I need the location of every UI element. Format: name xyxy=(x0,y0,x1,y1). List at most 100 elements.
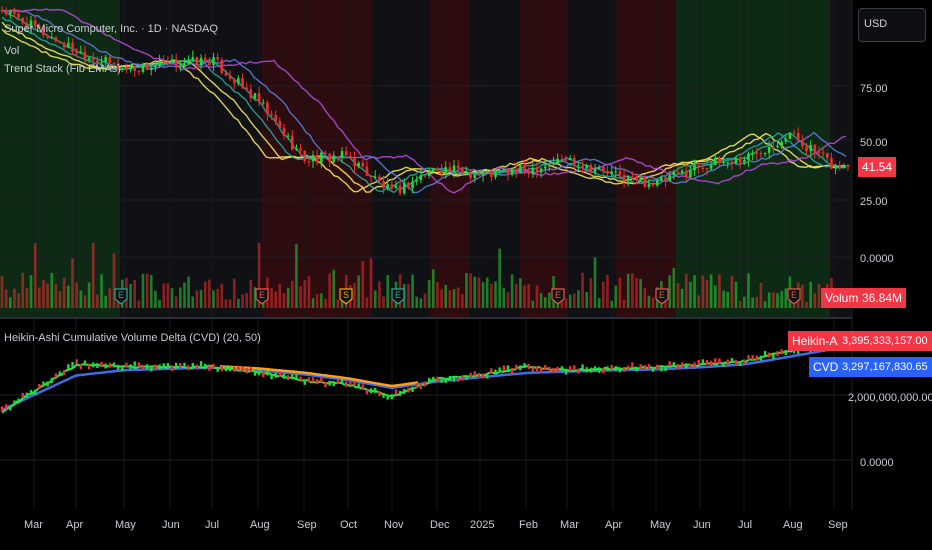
cvd-candle xyxy=(705,360,709,366)
volume-bar xyxy=(527,284,530,308)
volume-bar xyxy=(535,285,539,308)
cvd-candle xyxy=(245,368,248,374)
cvd-candle xyxy=(17,398,20,404)
cvd-candle xyxy=(100,362,103,368)
candle-body xyxy=(116,63,120,70)
candle-body xyxy=(195,57,199,66)
volume-tag-label: Volume xyxy=(821,288,870,308)
time-tick: Apr xyxy=(66,519,83,531)
cvd-candle xyxy=(714,358,717,364)
volume-bar xyxy=(324,299,327,308)
volume-bar xyxy=(564,298,568,308)
candle-body xyxy=(0,10,4,12)
cvd-candle xyxy=(320,377,323,383)
volume-bar xyxy=(67,285,70,308)
volume-bars xyxy=(0,242,850,308)
volume-bar xyxy=(676,283,680,308)
time-tick: Apr xyxy=(605,519,622,531)
time-axis[interactable]: Mar Apr May Jun Jul Aug Sep Oct Nov Dec … xyxy=(24,519,848,531)
volume-tag-value: 36.84M xyxy=(858,288,907,308)
cvd-candle xyxy=(668,361,671,367)
candle-body xyxy=(315,154,319,163)
volume-bar xyxy=(647,295,651,308)
volume-bar xyxy=(751,297,754,308)
cvd-candle xyxy=(357,383,360,389)
candle-body xyxy=(386,184,389,188)
time-tick: Oct xyxy=(340,519,357,531)
cvd-candle xyxy=(96,363,99,369)
candle-body xyxy=(539,168,543,173)
cvd-candle xyxy=(738,360,742,366)
cvd-candle xyxy=(183,362,186,368)
candle-body xyxy=(299,148,302,151)
candle-body xyxy=(33,20,37,27)
volume-bar xyxy=(448,289,452,308)
volume-bar xyxy=(411,274,414,308)
cvd-candle xyxy=(448,375,452,381)
price-tick: 75.00 xyxy=(860,83,888,95)
cvd-axis[interactable]: 2,000,000,000.00 0.0000 xyxy=(848,392,932,469)
volume-bar xyxy=(610,300,613,308)
indicator-trend-stack-label[interactable]: Trend Stack (Fib EMAs) xyxy=(4,63,121,75)
cvd-candle xyxy=(340,378,344,384)
volume-bar xyxy=(46,283,49,308)
volume-bar xyxy=(548,292,551,308)
currency-selector[interactable]: USD xyxy=(858,8,926,42)
price-axis[interactable]: 75.00 50.00 25.00 0.0000 xyxy=(860,83,894,265)
candle-body xyxy=(54,37,58,42)
cvd-candle xyxy=(664,365,667,371)
candle-body xyxy=(100,62,103,64)
volume-bar xyxy=(718,274,721,308)
cvd-candle xyxy=(622,366,626,372)
candle-body xyxy=(643,177,647,187)
volume-bar xyxy=(444,284,448,308)
cvd-candle xyxy=(506,365,510,371)
volume-bar xyxy=(129,284,132,308)
time-tick: May xyxy=(115,519,136,531)
candle-body xyxy=(245,87,248,90)
volume-bar xyxy=(170,288,174,308)
symbol-title[interactable]: Super Micro Computer, Inc. · 1D · NASDAQ xyxy=(4,23,218,35)
cvd-candle xyxy=(307,377,311,383)
price-candles xyxy=(0,6,850,196)
cvd-bearish-segment xyxy=(219,365,419,388)
cvd-candle xyxy=(87,364,91,370)
time-tick: Jul xyxy=(205,519,219,531)
volume-bar xyxy=(759,282,763,308)
cvd-candle xyxy=(697,359,700,365)
candle-body xyxy=(58,41,62,43)
volume-bar xyxy=(514,283,518,308)
volume-bar xyxy=(626,273,630,308)
volume-bar xyxy=(4,289,8,308)
volume-bar xyxy=(465,273,468,308)
candle-body xyxy=(83,51,87,60)
volume-bar xyxy=(282,293,286,308)
volume-bar xyxy=(137,300,141,308)
cvd-candle xyxy=(436,376,439,382)
indicator-volume-label[interactable]: Vol xyxy=(4,45,20,57)
cvd-candle xyxy=(510,368,514,374)
candle-body xyxy=(834,164,837,169)
cvd-candle xyxy=(486,373,489,379)
candle-body xyxy=(125,68,128,70)
volume-bar xyxy=(577,290,580,308)
cvd-candle xyxy=(58,371,62,377)
cvd-candle xyxy=(502,365,505,371)
volume-bar xyxy=(813,293,817,308)
volume-bar xyxy=(158,299,161,308)
volume-bar xyxy=(8,297,12,308)
candle-body xyxy=(21,17,25,24)
volume-bar xyxy=(668,275,671,308)
cvd-candle xyxy=(776,351,779,357)
cvd-candle xyxy=(266,370,269,376)
candle-body xyxy=(618,171,622,176)
cvd-candle xyxy=(46,381,49,387)
volume-bar xyxy=(286,287,290,308)
cvd-candle xyxy=(743,359,746,365)
volume-bar xyxy=(490,283,493,308)
candle-body xyxy=(660,177,663,181)
candle-body xyxy=(485,171,489,173)
candle-body xyxy=(713,157,717,165)
cvd-pane-title[interactable]: Heikin-Ashi Cumulative Volume Delta (CVD… xyxy=(4,332,261,344)
